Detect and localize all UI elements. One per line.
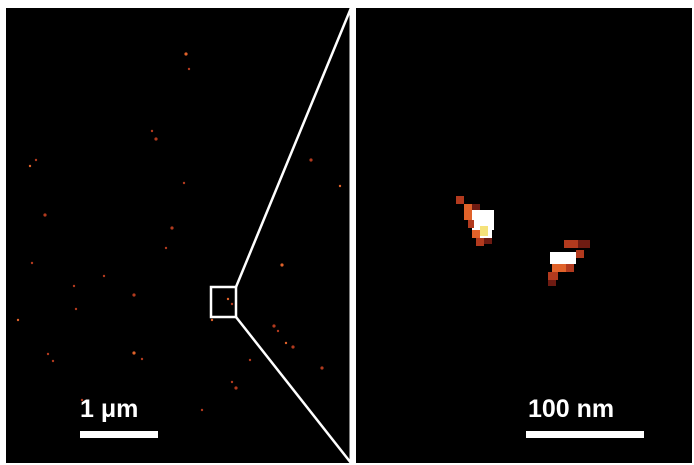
cluster-pixel <box>548 280 556 286</box>
localization-dot <box>132 351 136 355</box>
localization-dot <box>338 184 342 188</box>
cluster-pixel <box>476 238 484 246</box>
localization-dot <box>72 284 76 288</box>
localization-dot <box>187 67 191 71</box>
localization-dot <box>230 380 234 384</box>
zoom-clusters <box>456 196 590 286</box>
localization-dot <box>284 341 288 345</box>
localization-dot <box>102 274 106 278</box>
zoom-line-top <box>234 7 353 288</box>
zoom-line-bottom <box>235 316 352 464</box>
cluster-pixel <box>578 240 590 248</box>
zoom-scale-bar <box>526 431 644 438</box>
cluster-pixel <box>464 204 472 212</box>
localization-dot <box>309 158 313 162</box>
cluster-pixel <box>484 238 492 244</box>
overview-localizations <box>16 52 342 412</box>
localization-dot <box>226 297 230 301</box>
localization-dot <box>210 318 214 322</box>
zoom-region-box <box>209 285 238 319</box>
localization-dot <box>291 345 295 349</box>
localization-dot <box>28 164 32 168</box>
localization-dot <box>80 398 84 402</box>
localization-dot <box>184 52 188 56</box>
zoom-scale-bar-label: 100 nm <box>528 395 615 423</box>
localization-dot <box>150 129 154 133</box>
cluster-pixel <box>468 220 474 228</box>
localization-dot <box>272 324 276 328</box>
localization-dot <box>280 263 284 267</box>
cluster-pixel <box>548 272 558 280</box>
localization-dot <box>140 357 144 361</box>
localization-dot <box>74 307 78 311</box>
cluster-pixel <box>472 230 480 238</box>
cluster-pixel <box>552 264 566 272</box>
cluster-pixel <box>550 252 576 264</box>
cluster-pixel <box>456 196 464 204</box>
overview-scale-bar-label: 1 μm <box>80 395 139 423</box>
cluster-pixel <box>464 212 472 220</box>
localization-dot <box>170 226 174 230</box>
localization-dot <box>154 137 158 141</box>
cluster-pixel <box>576 250 584 258</box>
localization-dot <box>248 358 252 362</box>
localization-dot <box>51 359 55 363</box>
localization-dot <box>46 352 50 356</box>
cluster-pixel <box>566 264 574 272</box>
localization-dot <box>230 302 234 306</box>
localization-dot <box>200 408 204 412</box>
localization-dot <box>43 213 47 217</box>
cluster-pixel <box>472 204 480 210</box>
localization-dot <box>164 246 168 250</box>
localization-dot <box>34 158 38 162</box>
localization-dot <box>30 261 34 265</box>
localization-dot <box>16 318 20 322</box>
localization-dot <box>276 329 280 333</box>
localization-dot <box>132 293 136 297</box>
cluster-pixel <box>472 210 494 230</box>
zoom-panel: 100 nm <box>356 8 692 463</box>
localization-dot <box>182 181 186 185</box>
localization-dot <box>234 386 238 390</box>
overview-scale-bar <box>80 431 158 438</box>
cluster-pixel <box>480 226 488 236</box>
cluster-pixel <box>564 240 578 248</box>
localization-dot <box>320 366 324 370</box>
